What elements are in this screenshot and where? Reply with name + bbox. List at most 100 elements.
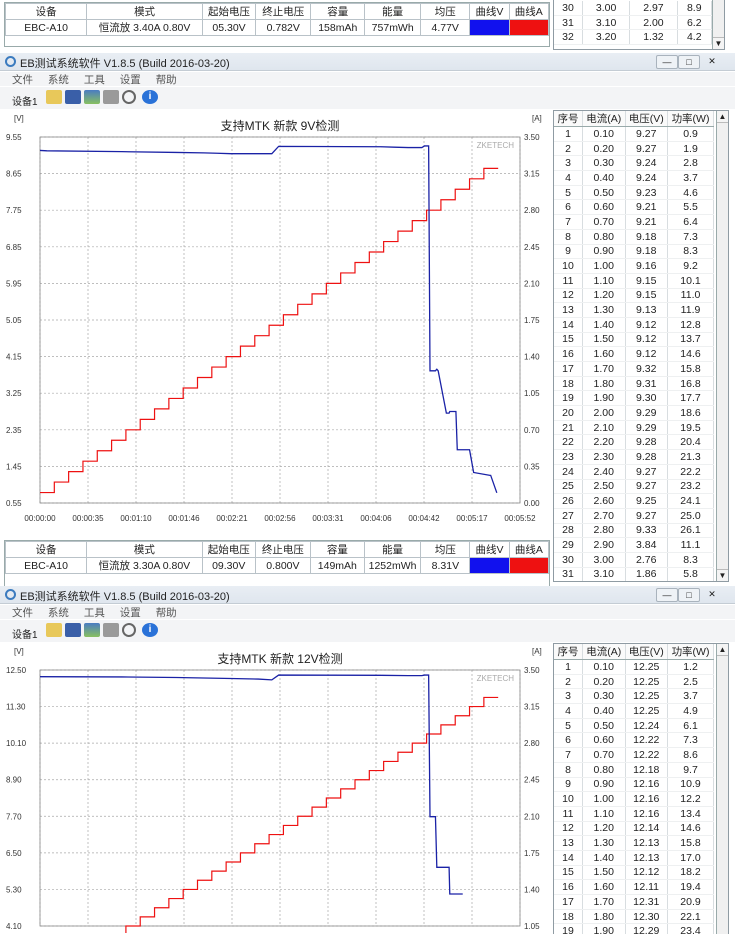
list-header: 电压(V) <box>625 111 668 127</box>
close-button[interactable]: ✕ <box>702 55 722 67</box>
scrollbar[interactable]: ▼ <box>712 0 724 49</box>
maximize-button[interactable]: □ <box>678 588 700 602</box>
save-icon[interactable] <box>65 623 81 637</box>
curve-a-swatch[interactable] <box>509 20 548 36</box>
menu-tools[interactable]: 工具 <box>84 607 105 619</box>
watermark: ZKETECH <box>477 141 515 150</box>
curve-v-swatch[interactable] <box>470 20 509 36</box>
tools-icon[interactable] <box>103 623 119 637</box>
device-selector[interactable]: 设备1 <box>12 626 38 641</box>
menu-file[interactable]: 文件 <box>12 74 33 86</box>
info-icon[interactable]: i <box>142 90 158 104</box>
menu-system[interactable]: 系统 <box>48 607 69 619</box>
tools-icon[interactable] <box>103 90 119 104</box>
open-folder-icon[interactable] <box>46 623 62 637</box>
maximize-button[interactable]: □ <box>678 55 700 69</box>
save-icon[interactable] <box>65 90 81 104</box>
scrollbar[interactable]: ▲ ▼ <box>716 111 728 581</box>
chart-icon[interactable] <box>84 623 100 637</box>
minimize-button[interactable]: — <box>656 588 678 602</box>
menu-help[interactable]: 帮助 <box>156 74 177 86</box>
list-cell: 5 <box>554 718 583 733</box>
menu-file[interactable]: 文件 <box>12 607 33 619</box>
scroll-down-icon[interactable]: ▼ <box>713 37 724 49</box>
scroll-down-icon[interactable]: ▼ <box>717 569 728 581</box>
menu-settings[interactable]: 设置 <box>120 607 141 619</box>
chart-icon[interactable] <box>84 90 100 104</box>
menu-system[interactable]: 系统 <box>48 74 69 86</box>
close-button[interactable]: ✕ <box>702 588 722 600</box>
menu-help[interactable]: 帮助 <box>156 607 177 619</box>
y-right-tick: 2.80 <box>524 739 540 748</box>
curve-a-swatch[interactable] <box>509 558 548 574</box>
menu-settings[interactable]: 设置 <box>120 74 141 86</box>
list-cell: 0.80 <box>583 229 626 244</box>
curve-v-swatch[interactable] <box>470 558 509 574</box>
y-left-tick: 12.50 <box>6 666 27 675</box>
search-icon[interactable] <box>122 90 136 104</box>
info-icon[interactable]: i <box>142 623 158 637</box>
scroll-up-icon[interactable]: ▲ <box>717 644 728 656</box>
scroll-up-icon[interactable]: ▲ <box>717 111 728 123</box>
open-folder-icon[interactable] <box>46 90 62 104</box>
minimize-button[interactable]: — <box>656 55 678 69</box>
scrollbar[interactable]: ▲ <box>716 644 728 934</box>
menu-tools[interactable]: 工具 <box>84 74 105 86</box>
device-selector[interactable]: 设备1 <box>12 93 38 108</box>
search-icon[interactable] <box>122 623 136 637</box>
